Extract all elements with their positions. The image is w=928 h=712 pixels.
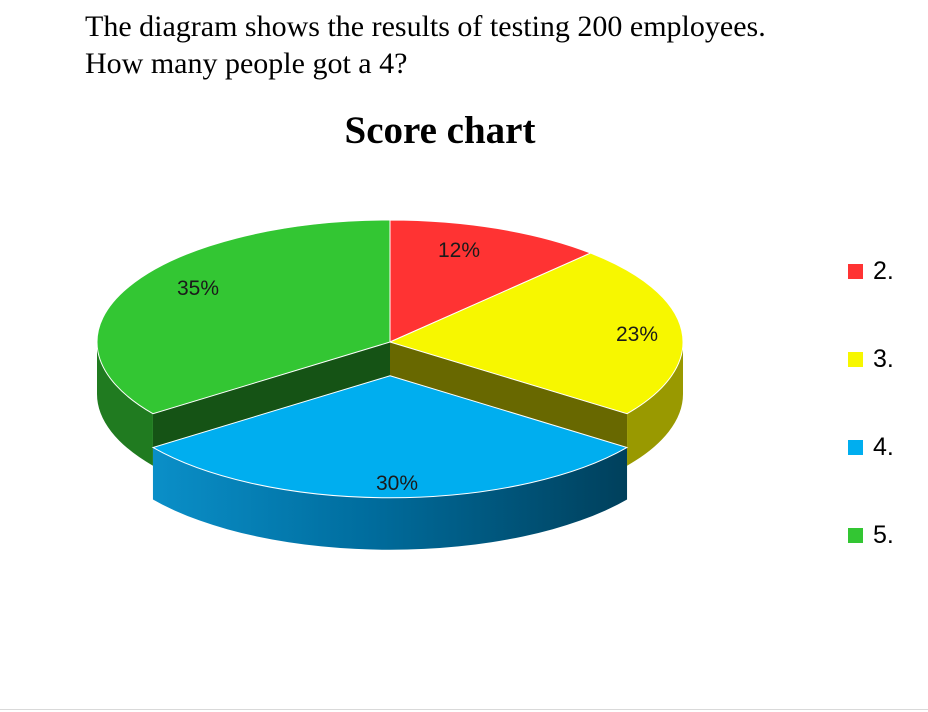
data-label-5: 35% bbox=[177, 277, 219, 300]
data-label-4: 30% bbox=[376, 472, 418, 495]
legend-swatch-4 bbox=[848, 440, 863, 455]
slice-4-side bbox=[152, 447, 628, 550]
chart-title: Score chart bbox=[344, 109, 536, 152]
question-line-1: The diagram shows the results of testing… bbox=[85, 10, 766, 43]
slice-5-top bbox=[96, 219, 391, 415]
legend-swatch-2 bbox=[848, 264, 863, 279]
legend-label-4: 4. bbox=[873, 433, 894, 461]
legend-label-5: 5. bbox=[873, 521, 894, 549]
legend-item-4: 4. bbox=[848, 430, 924, 518]
data-label-3: 23% bbox=[616, 323, 658, 346]
slice-4-top bbox=[151, 375, 629, 499]
chart-legend: 2. 3. 4. 5. bbox=[848, 254, 924, 606]
legend-item-5: 5. bbox=[848, 518, 924, 606]
question-text: The diagram shows the results of testing… bbox=[85, 8, 905, 82]
legend-item-2: 2. bbox=[848, 254, 924, 342]
data-label-2: 12% bbox=[438, 239, 480, 262]
legend-label-3: 3. bbox=[873, 345, 894, 373]
legend-label-2: 2. bbox=[873, 257, 894, 285]
bottom-divider bbox=[0, 709, 928, 710]
legend-item-3: 3. bbox=[848, 342, 924, 430]
slice-5-side bbox=[97, 342, 153, 466]
slice-3-top bbox=[388, 252, 684, 415]
legend-swatch-3 bbox=[848, 352, 863, 367]
slice-2-top bbox=[389, 219, 592, 343]
question-line-2: How many people got a 4? bbox=[85, 47, 408, 80]
slice-3-side bbox=[627, 342, 683, 466]
legend-swatch-5 bbox=[848, 528, 863, 543]
